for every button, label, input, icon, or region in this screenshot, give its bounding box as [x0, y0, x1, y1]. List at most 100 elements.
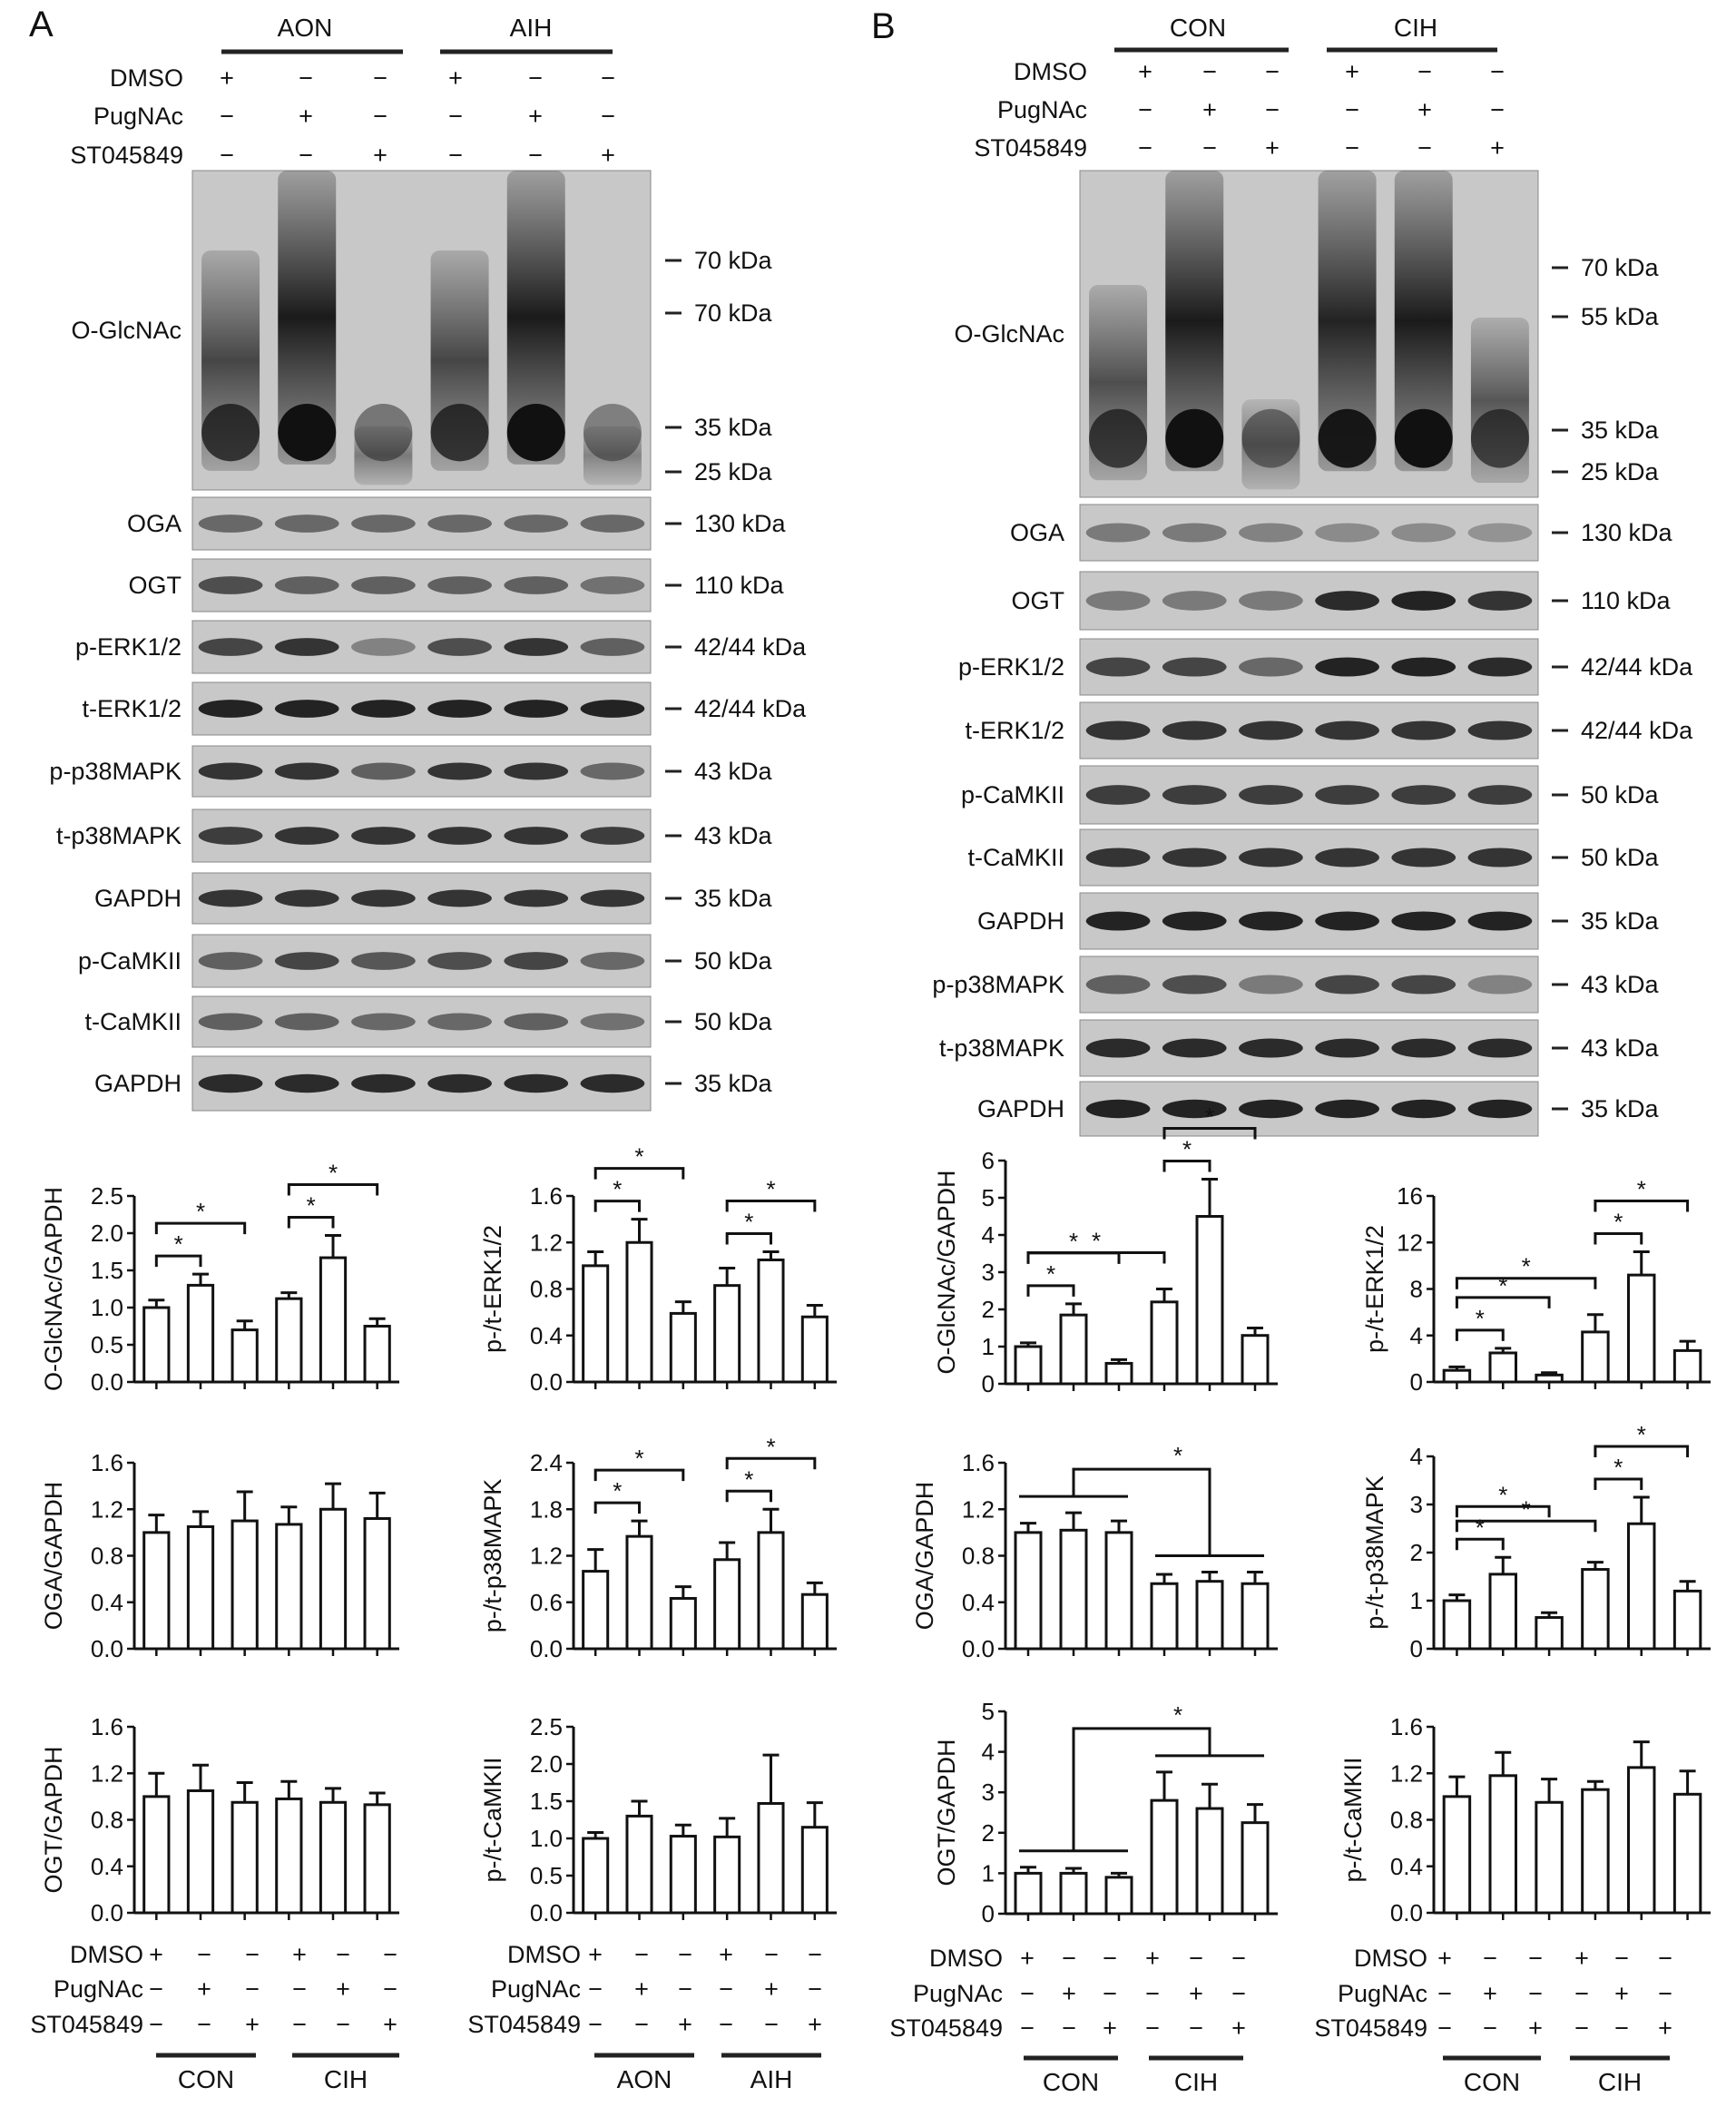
treatment-sign: −: [1202, 58, 1217, 85]
blot-band: [351, 827, 416, 845]
significance-star: *: [329, 1159, 338, 1186]
significance-star: *: [1476, 1305, 1485, 1332]
treatment-label: PugNAc: [93, 103, 183, 130]
y-tick-label: 0: [1410, 1368, 1423, 1396]
blot-band: [1318, 408, 1377, 468]
bar: [186, 1283, 215, 1384]
blot-gapdh: GAPDH 35 kDa: [94, 1055, 773, 1112]
bar: [669, 1311, 697, 1384]
blot-band: [1391, 720, 1456, 740]
blot-band: [580, 827, 645, 845]
y-axis-label: OGT/GAPDH: [933, 1739, 960, 1886]
blot-band: [1085, 975, 1151, 995]
chart-a-ogt-gapdh: 0.0 0.4 0.8 1.2 1.6 OGT/GAPDH: [40, 1713, 399, 1926]
blot-band: [354, 426, 413, 485]
treatment-sign: −: [1417, 134, 1432, 162]
bar: [319, 1800, 348, 1915]
y-tick-label: 0.8: [962, 1543, 995, 1570]
significance-star: *: [613, 1477, 622, 1504]
treatment-sign: +: [1231, 2014, 1246, 2042]
marker-label: 70 kDa: [1581, 254, 1660, 281]
blot-p-p38mapk: p-p38MAPK 43 kDa: [49, 745, 773, 798]
bar: [713, 1835, 741, 1915]
blot-label: OGA: [1010, 519, 1064, 546]
treatment-sign: +: [1490, 134, 1505, 162]
treatment-sign: +: [383, 2011, 397, 2038]
blot-band: [1391, 785, 1456, 805]
blot-band: [1315, 785, 1379, 805]
blot-ogt: OGT 110 kDa: [129, 558, 785, 612]
bar: [1672, 1348, 1702, 1384]
treatment-sign: −: [528, 142, 543, 169]
y-tick-label: 0.0: [530, 1635, 563, 1662]
significance-star: *: [1069, 1228, 1078, 1255]
treatment-sign: −: [1658, 1945, 1672, 1972]
treatment-sign: −: [299, 64, 313, 92]
panel-a-group-header: AON AIH: [221, 14, 613, 54]
significance-star: *: [1173, 1442, 1182, 1469]
marker-label: 70 kDa: [694, 299, 773, 327]
marker-label: 43 kDa: [694, 758, 773, 785]
significance-star: *: [1637, 1176, 1646, 1203]
y-tick-label: 1.2: [91, 1495, 123, 1523]
treatment-label: DMSO: [110, 64, 183, 92]
marker-label: 50 kDa: [694, 1008, 773, 1035]
treatment-sign: −: [764, 2011, 779, 2038]
blot-band: [427, 576, 492, 594]
blot-band: [351, 514, 416, 533]
y-tick-label: 0.4: [962, 1589, 995, 1616]
treatment-sign: +: [299, 103, 313, 130]
treatment-sign: +: [588, 1941, 603, 1968]
blot-band: [1085, 1038, 1151, 1058]
treatment-sign: +: [149, 1941, 163, 1968]
treatment-sign: −: [149, 1975, 163, 2003]
treatment-sign: +: [197, 1975, 211, 2003]
bar: [319, 1507, 348, 1651]
y-tick-label: 1.6: [962, 1449, 995, 1476]
blot-label: O-GlcNAc: [72, 317, 182, 344]
blot-t-erk1-2: t-ERK1/2 42/44 kDa: [82, 681, 807, 736]
blot-membrane: [1079, 828, 1539, 887]
treatment-sign: −: [588, 1975, 603, 2003]
y-tick-label: 2.0: [530, 1750, 563, 1778]
bar: [625, 1534, 653, 1651]
blot-band: [427, 1013, 492, 1031]
blot-membrane: [191, 934, 652, 988]
bar: [800, 1592, 829, 1651]
bar: [363, 1517, 391, 1651]
blot-band: [1085, 591, 1151, 611]
treatment-sign: −: [383, 1975, 397, 2003]
significance-bracket: [1072, 1467, 1211, 1556]
y-tick-label: 0.5: [91, 1331, 123, 1358]
treatment-sign: −: [678, 1975, 692, 2003]
blot-band: [1239, 975, 1303, 995]
treatment-sign: −: [1020, 2014, 1035, 2042]
significance-star: *: [1046, 1260, 1055, 1288]
y-tick-label: 1.0: [530, 1825, 563, 1852]
chart-a-p-t-camkii: 0.0 0.5 1.0 1.5 2.0 2.5 p-/t-CaMKII: [479, 1713, 837, 1926]
y-tick-label: 4: [982, 1221, 995, 1249]
y-tick-label: 8: [1410, 1276, 1423, 1303]
treatment-label: PugNAc: [1338, 1980, 1427, 2007]
blot-band: [198, 638, 263, 656]
bar: [230, 1519, 259, 1651]
blot-band: [1162, 911, 1227, 931]
treatment-sign: −: [1490, 96, 1505, 123]
bottom-table: DMSO + − − + − −PugNAc − + − − + −ST045849− − + − − +CON C…: [889, 1945, 1246, 2096]
blot-t-erk1-2: t-ERK1/2 42/44 kDa: [965, 701, 1693, 760]
marker-label: 130 kDa: [1581, 519, 1673, 546]
significance-star: *: [766, 1433, 775, 1460]
panel-b-group-header: CON CIH: [1114, 14, 1497, 53]
blot-band: [1315, 848, 1379, 867]
treatment-sign: −: [1483, 2014, 1497, 2042]
blot-band: [504, 827, 569, 845]
marker-label: 43 kDa: [694, 822, 773, 849]
chart-a-p-t-erk1-2: 0.0 0.4 0.8 1.2 1.6 p-/t-ERK1/2 * * * *: [479, 1143, 837, 1396]
treatment-label: ST045849: [974, 134, 1087, 162]
treatment-sign: −: [292, 2011, 307, 2038]
blot-band: [506, 171, 565, 465]
bar: [1488, 1351, 1517, 1384]
group-label: AON: [617, 2065, 672, 2093]
blot-label: t-p38MAPK: [56, 822, 181, 849]
blot-band: [198, 762, 263, 780]
